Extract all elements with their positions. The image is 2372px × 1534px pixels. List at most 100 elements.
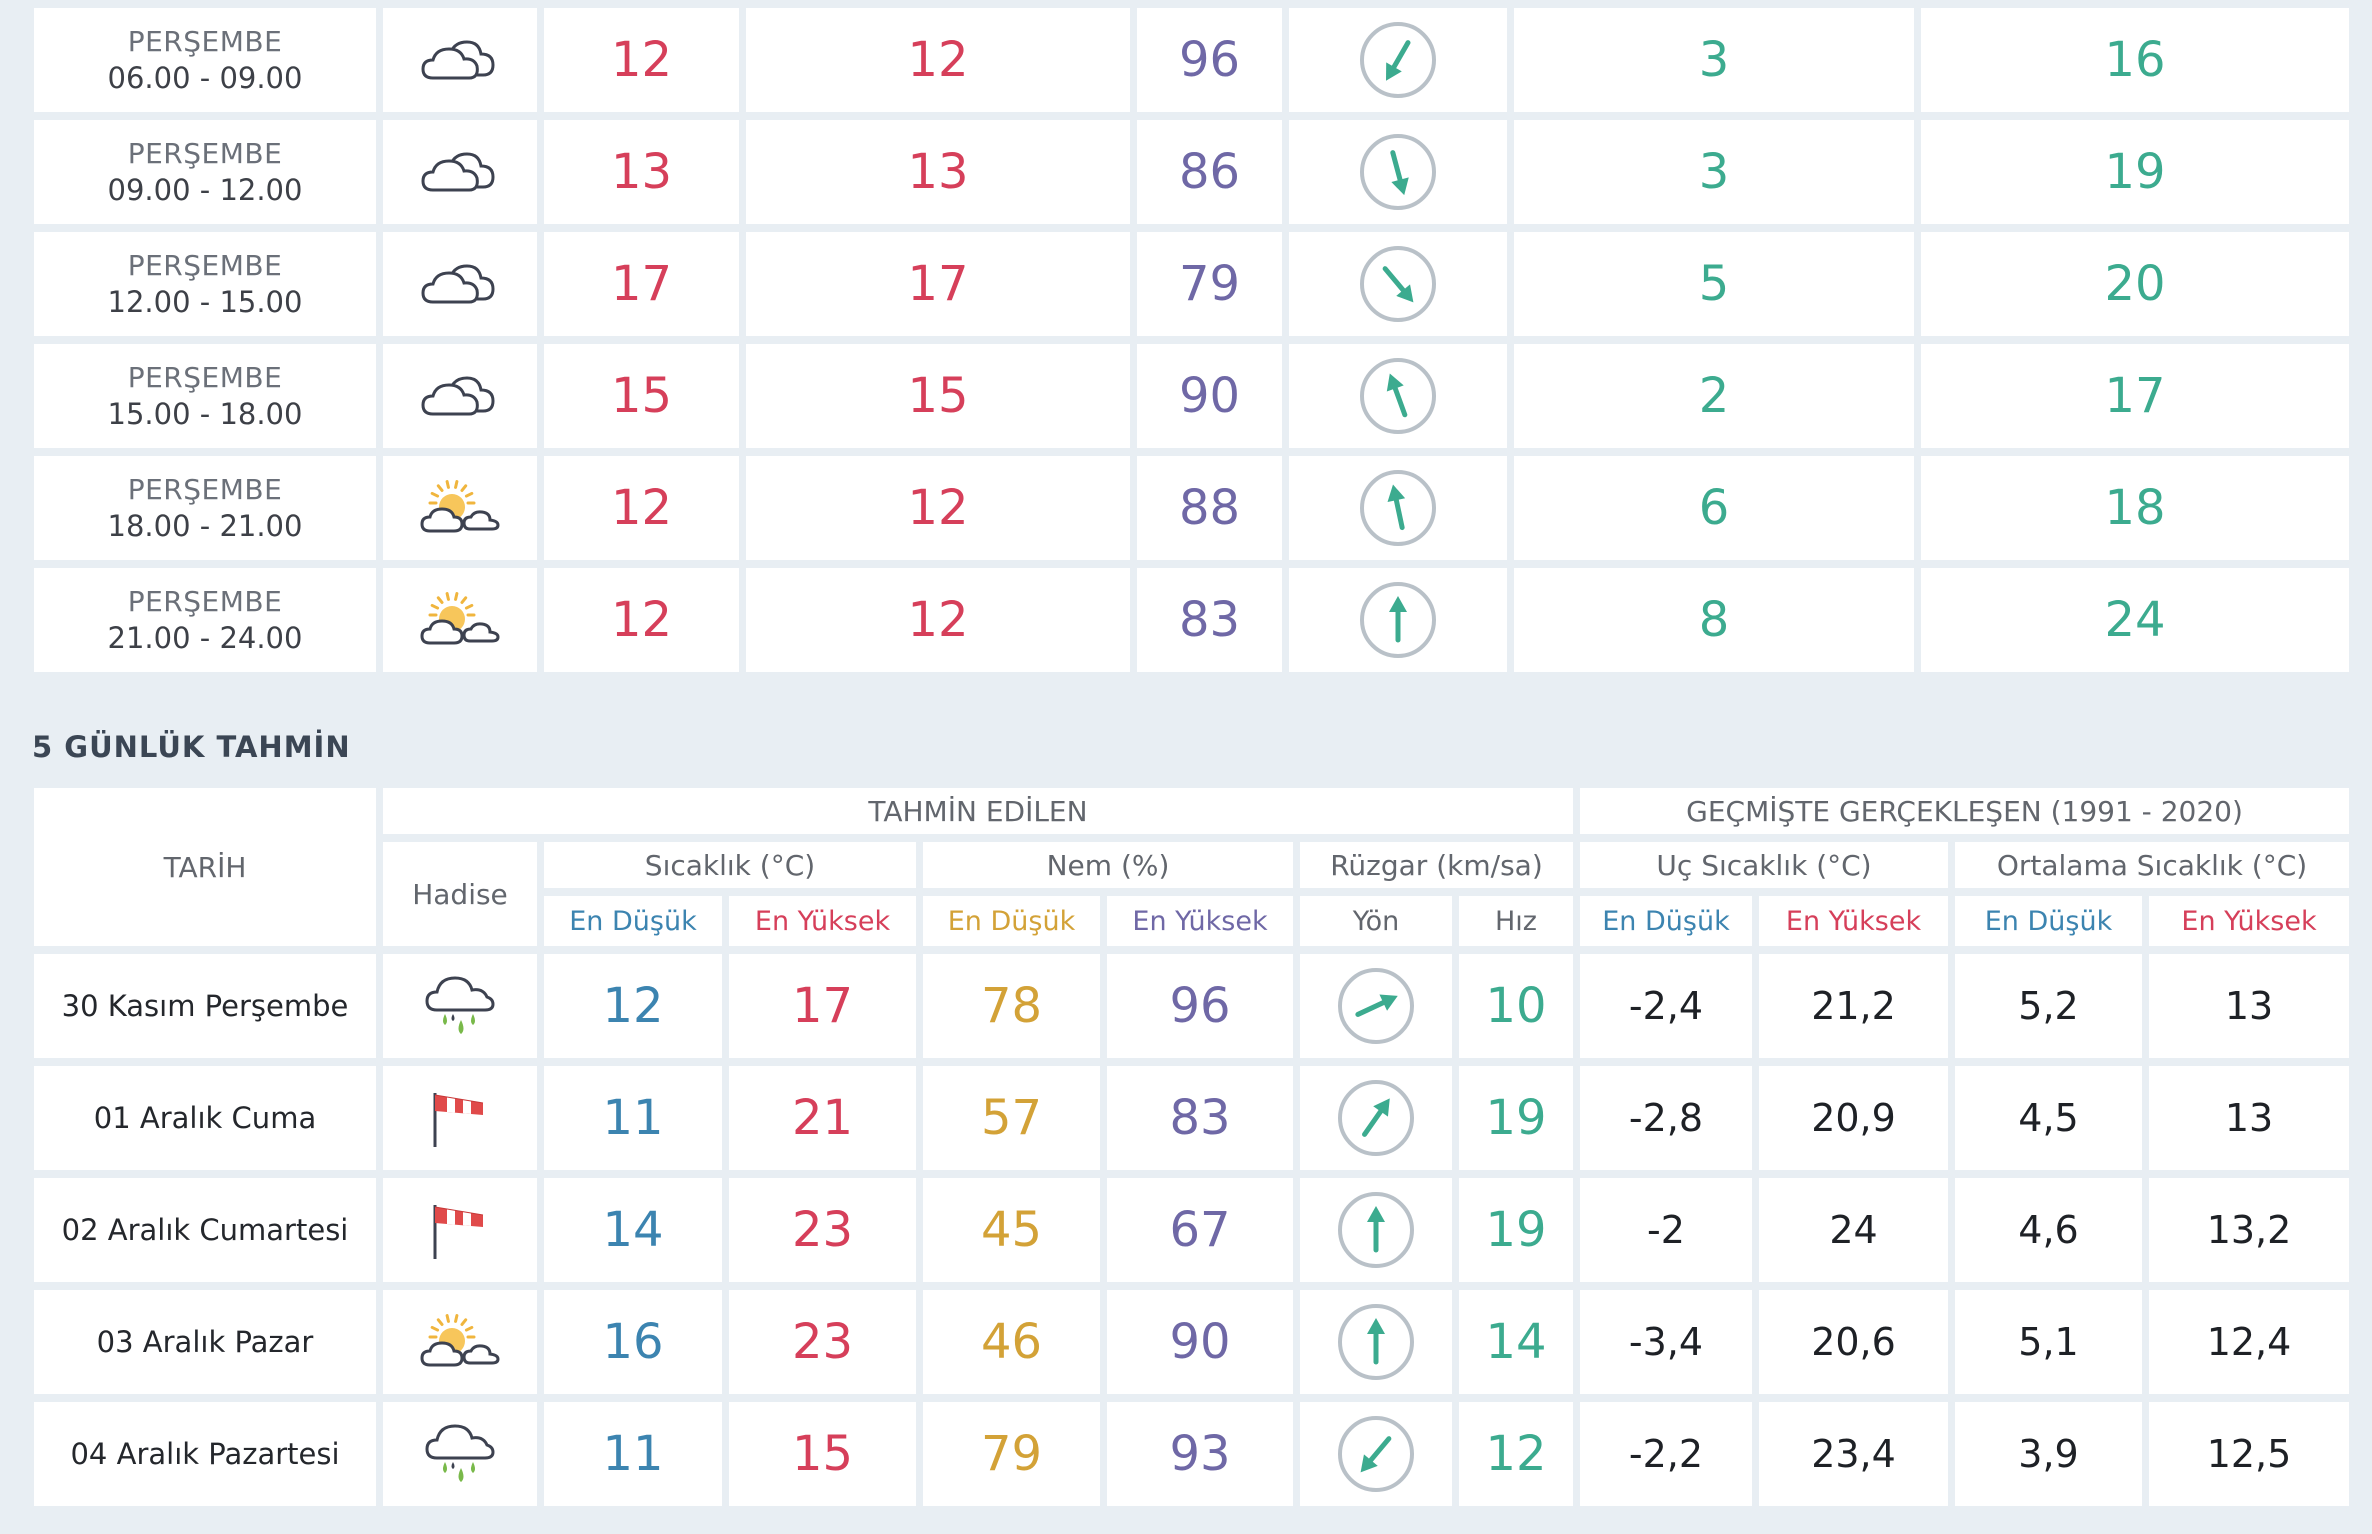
forecast-humidity-max-cell: 93: [1107, 1402, 1293, 1506]
forecast-wind-speed-cell: 14: [1459, 1290, 1573, 1394]
wind-direction-arrow-icon: [1358, 468, 1438, 548]
forecast-humidity-min-cell: 46: [923, 1290, 1100, 1394]
forecast-extreme-max: 20,9: [1811, 1096, 1896, 1140]
header-humidity: Nem (%): [923, 842, 1293, 888]
forecast-avg-min-cell: 5,1: [1955, 1290, 2142, 1394]
hourly-wind-dir-cell: [1289, 568, 1507, 672]
forecast-humidity-max: 90: [1169, 1314, 1231, 1370]
header-extreme-temp: Uç Sıcaklık (°C): [1580, 842, 1948, 888]
hourly-temp-cell: 12: [544, 456, 739, 560]
cloudy-icon: [415, 256, 505, 312]
forecast-avg-max-cell: 12,5: [2149, 1402, 2349, 1506]
forecast-avg-min: 4,5: [2018, 1096, 2079, 1140]
forecast-temp-max: 23: [791, 1314, 854, 1370]
hourly-humidity: 79: [1178, 256, 1241, 312]
hourly-wind-speed-cell: 2: [1514, 344, 1914, 448]
hourly-day: PERŞEMBE: [127, 249, 283, 282]
hourly-humidity-cell: 83: [1137, 568, 1282, 672]
hourly-humidity-cell: 88: [1137, 456, 1282, 560]
hourly-time-cell: PERŞEMBE 15.00 - 18.00: [34, 344, 376, 448]
wind-direction-arrow-icon: [1358, 580, 1438, 660]
forecast-humidity-max-cell: 67: [1107, 1178, 1293, 1282]
forecast-wind-speed-cell: 19: [1459, 1178, 1573, 1282]
forecast-wind-speed: 19: [1485, 1090, 1547, 1146]
forecast-wind-speed: 10: [1485, 978, 1547, 1034]
forecast-extreme-max-cell: 23,4: [1759, 1402, 1948, 1506]
rain-icon: [420, 970, 500, 1042]
subheader-avg-max: En Yüksek: [2149, 896, 2349, 946]
forecast-avg-max-cell: 13: [2149, 954, 2349, 1058]
forecast-extreme-min-cell: -2: [1580, 1178, 1752, 1282]
hourly-icon-cell: [383, 120, 537, 224]
hourly-gust-cell: 19: [1921, 120, 2349, 224]
hourly-temperature: 12: [610, 32, 673, 88]
hourly-humidity-cell: 90: [1137, 344, 1282, 448]
hourly-temperature: 12: [610, 480, 673, 536]
hourly-temp-cell: 17: [544, 232, 739, 336]
hourly-wind-speed-cell: 3: [1514, 120, 1914, 224]
hourly-time: 09.00 - 12.00: [107, 173, 303, 207]
hourly-wind-speed: 5: [1698, 256, 1730, 312]
forecast-temp-max: 21: [791, 1090, 854, 1146]
hourly-wind-speed: 6: [1698, 480, 1730, 536]
forecast-date: 30 Kasım Perşembe: [61, 989, 349, 1023]
hourly-wind-speed-cell: 6: [1514, 456, 1914, 560]
hourly-wind-speed: 2: [1698, 368, 1730, 424]
subheader-humidity-min: En Düşük: [923, 896, 1100, 946]
forecast-temp-min-cell: 14: [544, 1178, 722, 1282]
forecast-temp-max: 17: [791, 978, 854, 1034]
forecast-extreme-max-cell: 20,6: [1759, 1290, 1948, 1394]
subheader-avg-max-label: En Yüksek: [2181, 905, 2317, 937]
cloudy-icon: [415, 32, 505, 88]
hourly-wind-speed-cell: 8: [1514, 568, 1914, 672]
hourly-time-cell: PERŞEMBE 12.00 - 15.00: [34, 232, 376, 336]
forecast-humidity-min: 57: [980, 1090, 1043, 1146]
forecast-extreme-min: -3,4: [1628, 1320, 1704, 1364]
forecast-temp-min-cell: 12: [544, 954, 722, 1058]
hourly-temp-cell: 15: [544, 344, 739, 448]
hourly-wind-dir-cell: [1289, 232, 1507, 336]
hourly-time-cell: PERŞEMBE 18.00 - 21.00: [34, 456, 376, 560]
forecast-avg-min: 5,1: [2018, 1320, 2079, 1364]
forecast-extreme-max-cell: 24: [1759, 1178, 1948, 1282]
header-date-label: TARİH: [163, 850, 247, 884]
cloudy-icon: [415, 144, 505, 200]
forecast-humidity-min-cell: 79: [923, 1402, 1100, 1506]
hourly-gust-speed: 19: [2104, 144, 2166, 200]
forecast-date-cell: 30 Kasım Perşembe: [34, 954, 376, 1058]
forecast-wind-dir-cell: [1300, 954, 1452, 1058]
forecast-date-cell: 02 Aralık Cumartesi: [34, 1178, 376, 1282]
forecast-temp-min: 12: [602, 978, 664, 1034]
forecast-event-cell: [383, 1066, 537, 1170]
hourly-day: PERŞEMBE: [127, 585, 283, 618]
hourly-time-cell: PERŞEMBE 21.00 - 24.00: [34, 568, 376, 672]
forecast-temp-max-cell: 17: [729, 954, 916, 1058]
hourly-gust-speed: 16: [2104, 32, 2166, 88]
hourly-gust-speed: 17: [2104, 368, 2166, 424]
forecast-humidity-max-cell: 96: [1107, 954, 1293, 1058]
forecast-wind-speed: 14: [1485, 1314, 1547, 1370]
forecast-humidity-max: 67: [1169, 1202, 1231, 1258]
header-event: Hadise: [383, 842, 537, 946]
hourly-feels-like: 12: [907, 480, 969, 536]
hourly-icon-cell: [383, 456, 537, 560]
hourly-feels-cell: 12: [746, 8, 1130, 112]
forecast-date: 03 Aralık Pazar: [96, 1325, 314, 1359]
forecast-extreme-max: 24: [1829, 1208, 1878, 1252]
hourly-day: PERŞEMBE: [127, 25, 283, 58]
forecast-wind-speed: 12: [1485, 1426, 1547, 1482]
partly-cloudy-icon: [415, 1311, 505, 1373]
forecast-temp-min: 14: [602, 1202, 664, 1258]
subheader-temp-max-label: En Yüksek: [754, 905, 891, 937]
forecast-humidity-min: 45: [980, 1202, 1043, 1258]
hourly-feels-like: 17: [907, 256, 969, 312]
wind-direction-arrow-icon: [1336, 1078, 1416, 1158]
hourly-day: PERŞEMBE: [127, 473, 283, 506]
forecast-avg-max: 13,2: [2206, 1208, 2292, 1252]
forecast-wind-dir-cell: [1300, 1178, 1452, 1282]
forecast-humidity-min-cell: 57: [923, 1066, 1100, 1170]
header-wind-label: Rüzgar (km/sa): [1330, 848, 1543, 882]
hourly-day: PERŞEMBE: [127, 361, 283, 394]
header-event-label: Hadise: [412, 877, 508, 911]
forecast-extreme-min: -2: [1647, 1208, 1685, 1252]
